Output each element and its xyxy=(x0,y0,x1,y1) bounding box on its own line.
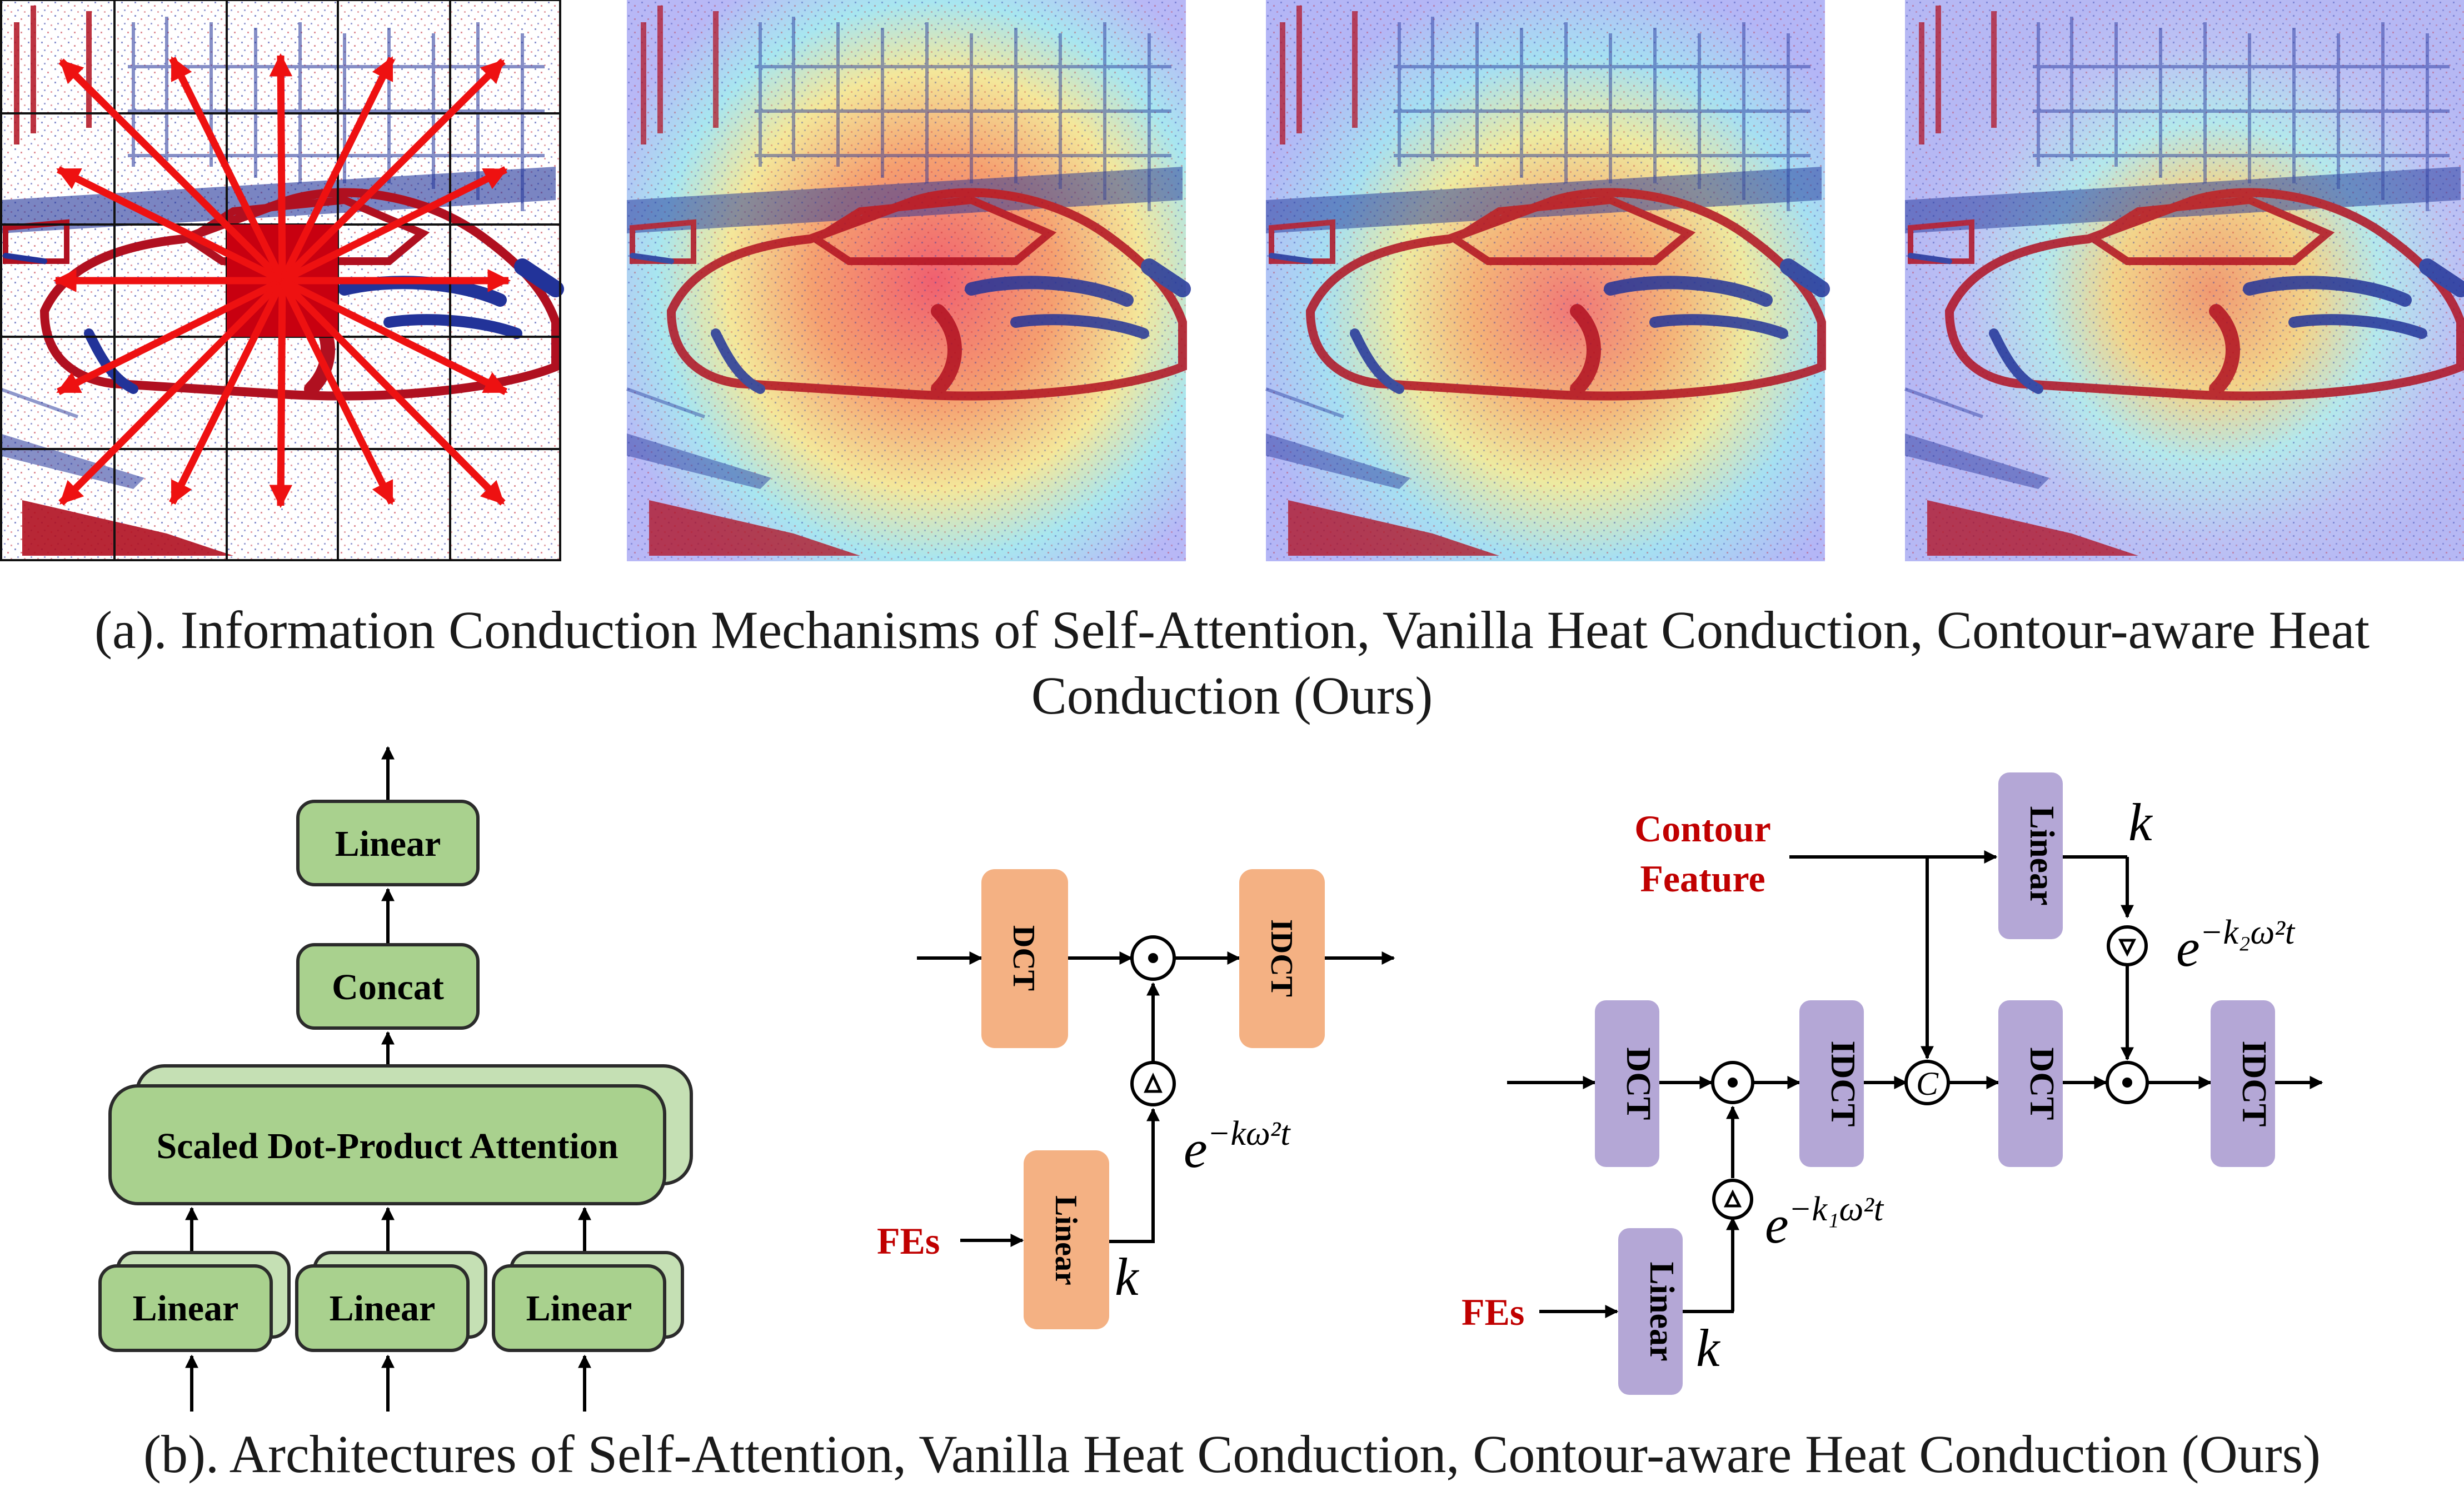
heatmap-image-vanilla-2 xyxy=(1266,0,1825,561)
exp-node xyxy=(1130,1061,1176,1106)
k-top-label: k xyxy=(2128,792,2153,852)
linear-k-label: Linear xyxy=(330,1288,436,1329)
caption-a-line2: Conduction (Ours) xyxy=(1031,666,1433,725)
self-attention-labels: Linear Concat Scaled Dot-Product Attenti… xyxy=(133,824,632,1329)
dct1-box xyxy=(1595,1000,1659,1167)
linear-top-label: Linear xyxy=(335,824,441,864)
sdpa-box xyxy=(108,1084,666,1205)
exp-node-bottom xyxy=(1712,1179,1753,1220)
dct-label: DCT xyxy=(1006,925,1041,991)
fes-label: FEs xyxy=(877,1220,940,1262)
linear-bottom-label: Linear xyxy=(1643,1261,1680,1361)
vanilla-heat-labels: DCT IDCT Linear xyxy=(1006,919,1299,1285)
heatmap-image-contour-aware xyxy=(1905,0,2464,561)
decay2-formula: e−k₂ω²t xyxy=(2176,914,2296,978)
idct-box xyxy=(1239,869,1325,1048)
idct2-label: IDCT xyxy=(2235,1040,2273,1126)
decay-formula: e−kω²t xyxy=(1184,1115,1291,1179)
k-bottom-label: k xyxy=(1696,1318,1721,1378)
contour-feature-label-1: Contour xyxy=(1634,807,1771,850)
dct1-label: DCT xyxy=(1619,1048,1657,1120)
self-attention-architecture xyxy=(98,746,693,1412)
linear-v-box xyxy=(492,1264,666,1352)
caption-b: (b). Architectures of Self-Attention, Va… xyxy=(143,1424,2321,1484)
dct2-box xyxy=(1998,1000,2063,1167)
idct1-label: IDCT xyxy=(1824,1040,1862,1126)
dct2-label: DCT xyxy=(2023,1048,2061,1120)
linear-bottom-box xyxy=(1618,1228,1683,1395)
fes-label: FEs xyxy=(1462,1291,1524,1333)
heatmap-image-vanilla-1 xyxy=(627,0,1186,561)
contour-feature-label-2: Feature xyxy=(1640,857,1765,900)
linear-box xyxy=(1024,1150,1109,1329)
linear-label: Linear xyxy=(1049,1195,1083,1285)
concat-label: Concat xyxy=(332,967,444,1008)
concat-symbol: C xyxy=(1916,1065,1939,1102)
caption-a-line1: (a). Information Conduction Mechanisms o… xyxy=(94,600,2370,660)
linear-q-box xyxy=(98,1264,273,1352)
vanilla-heat-architecture xyxy=(917,869,1395,1329)
linear-q-label: Linear xyxy=(133,1288,239,1329)
linear-top-box xyxy=(1998,772,2063,939)
linear-v-label: Linear xyxy=(526,1288,632,1329)
linear-top-box xyxy=(296,800,480,886)
exp-node-top xyxy=(2107,925,2148,966)
contour-heat-architecture xyxy=(1507,772,2323,1395)
idct1-box xyxy=(1799,1000,1864,1167)
linear-top-label: Linear xyxy=(2023,806,2061,905)
linear-k-box xyxy=(295,1264,470,1352)
k-label: k xyxy=(1115,1247,1140,1306)
concat-box xyxy=(296,943,480,1030)
dct-box xyxy=(981,869,1068,1048)
idct2-box xyxy=(2211,1000,2275,1167)
sdpa-label: Scaled Dot-Product Attention xyxy=(156,1126,618,1166)
self-attention-image xyxy=(0,0,561,561)
contour-heat-labels: Linear DCT IDCT DCT IDCT Linear xyxy=(1619,806,2273,1361)
idct-label: IDCT xyxy=(1264,919,1299,997)
decay1-formula: e−k₁ω²t xyxy=(1765,1190,1884,1254)
caption-a: (a). Information Conduction Mechanisms o… xyxy=(0,597,2464,729)
